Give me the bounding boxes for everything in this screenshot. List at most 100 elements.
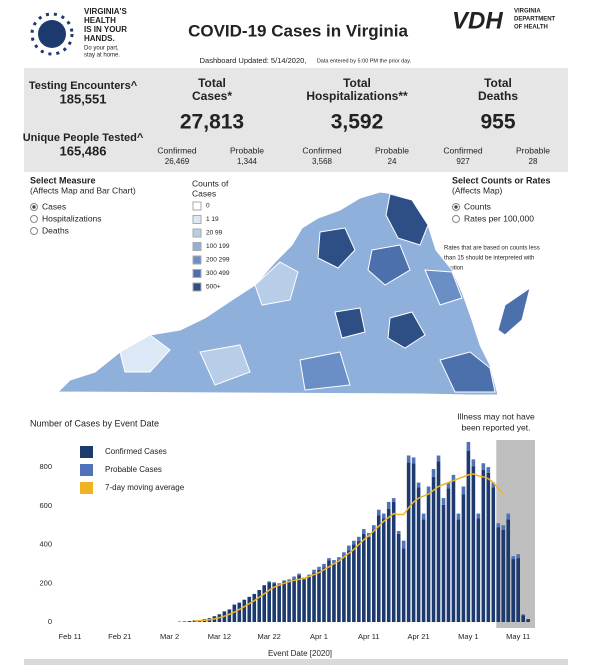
bar bbox=[446, 482, 451, 489]
bar bbox=[486, 467, 491, 473]
bar bbox=[287, 581, 291, 622]
x-tick-label: Feb 11 bbox=[59, 632, 82, 641]
legend-label: 500+ bbox=[206, 284, 221, 291]
radio-label[interactable]: Hospitalizations bbox=[42, 213, 102, 223]
county bbox=[387, 311, 426, 349]
probable-value: 28 bbox=[529, 157, 538, 166]
stat-title: Deaths bbox=[478, 89, 518, 103]
legend-label: 100 199 bbox=[206, 243, 230, 250]
bar bbox=[232, 604, 237, 622]
stat-blocks: TotalCases*27,813Confirmed26,469Probable… bbox=[157, 76, 550, 166]
bar bbox=[242, 599, 247, 622]
county bbox=[317, 227, 356, 269]
radio-label[interactable]: Counts bbox=[464, 201, 491, 211]
bar bbox=[182, 621, 187, 622]
virus-icon bbox=[38, 20, 66, 48]
bar bbox=[496, 527, 501, 622]
bar bbox=[362, 533, 366, 622]
y-tick-label: 600 bbox=[39, 501, 52, 510]
radio-label[interactable]: Deaths bbox=[42, 225, 69, 235]
radio-label[interactable]: Cases bbox=[42, 201, 66, 211]
bar bbox=[401, 548, 406, 622]
probable-label: Probable bbox=[230, 145, 264, 155]
bar bbox=[461, 494, 466, 622]
bar bbox=[342, 552, 346, 557]
y-tick-label: 0 bbox=[48, 617, 52, 626]
legend-swatch bbox=[192, 269, 202, 278]
bar bbox=[516, 554, 520, 559]
bar bbox=[381, 518, 386, 622]
stat-title: Total bbox=[484, 76, 512, 90]
bar bbox=[322, 567, 326, 622]
legend-swatch bbox=[192, 201, 202, 211]
bar bbox=[451, 474, 456, 480]
bar bbox=[466, 441, 471, 451]
bar bbox=[476, 513, 481, 519]
radio-button[interactable] bbox=[30, 227, 38, 235]
radio-button[interactable] bbox=[452, 215, 460, 223]
bar bbox=[347, 545, 351, 551]
rate-title: Select Counts or Rates bbox=[452, 175, 551, 185]
county bbox=[367, 244, 411, 286]
x-tick-label: Apr 1 bbox=[310, 632, 328, 641]
bar bbox=[357, 536, 361, 542]
subtag: stay at home. bbox=[84, 53, 120, 59]
bar bbox=[506, 519, 511, 622]
radio-dot bbox=[32, 205, 36, 209]
bar bbox=[267, 581, 271, 583]
legend-swatch bbox=[192, 255, 202, 265]
county bbox=[385, 193, 429, 246]
bar bbox=[257, 590, 262, 622]
bar bbox=[292, 576, 296, 579]
y-tick-label: 400 bbox=[39, 540, 52, 549]
bar bbox=[406, 462, 411, 622]
radio-button[interactable] bbox=[30, 215, 38, 223]
bar bbox=[521, 614, 525, 616]
legend-swatch bbox=[192, 228, 202, 238]
bar bbox=[486, 472, 491, 622]
bar bbox=[327, 558, 331, 561]
probable-value: 1,344 bbox=[237, 157, 258, 166]
bar bbox=[282, 581, 286, 622]
legend-swatch bbox=[80, 482, 93, 494]
bar bbox=[247, 596, 252, 622]
bar bbox=[411, 457, 416, 464]
bar bbox=[516, 558, 520, 622]
bar bbox=[476, 518, 481, 622]
vdh-name: OF HEALTH bbox=[514, 25, 548, 31]
radio-label[interactable]: Rates per 100,000 bbox=[464, 213, 534, 223]
bar bbox=[481, 463, 486, 471]
bar bbox=[227, 609, 232, 622]
bar bbox=[466, 450, 471, 622]
bar bbox=[312, 572, 316, 622]
bar bbox=[511, 559, 516, 622]
x-tick-label: May 11 bbox=[506, 632, 530, 641]
bar bbox=[352, 544, 356, 622]
legend-swatch bbox=[80, 464, 93, 476]
rate-warning: Rates that are based on counts less bbox=[444, 246, 540, 252]
bar bbox=[272, 582, 276, 584]
confirmed-value: 3,568 bbox=[312, 157, 333, 166]
bar bbox=[277, 583, 281, 585]
bar bbox=[297, 573, 301, 576]
bar bbox=[421, 513, 426, 520]
bar bbox=[342, 556, 346, 622]
legend-swatch bbox=[80, 446, 93, 458]
stats-panel bbox=[24, 68, 568, 172]
measure-options: Cases Hospitalizations Deaths bbox=[30, 201, 102, 235]
confirmed-label: Confirmed bbox=[157, 145, 196, 155]
stat-total: 27,813 bbox=[180, 111, 244, 134]
stat-title: Total bbox=[198, 76, 226, 90]
bar bbox=[391, 498, 396, 502]
probable-value: 24 bbox=[388, 157, 397, 166]
bar bbox=[491, 487, 496, 622]
bar bbox=[421, 519, 426, 622]
map[interactable] bbox=[56, 191, 531, 396]
bar bbox=[396, 533, 401, 622]
bar bbox=[481, 470, 486, 622]
bar bbox=[347, 550, 351, 622]
bar bbox=[431, 476, 436, 622]
county bbox=[119, 334, 171, 373]
